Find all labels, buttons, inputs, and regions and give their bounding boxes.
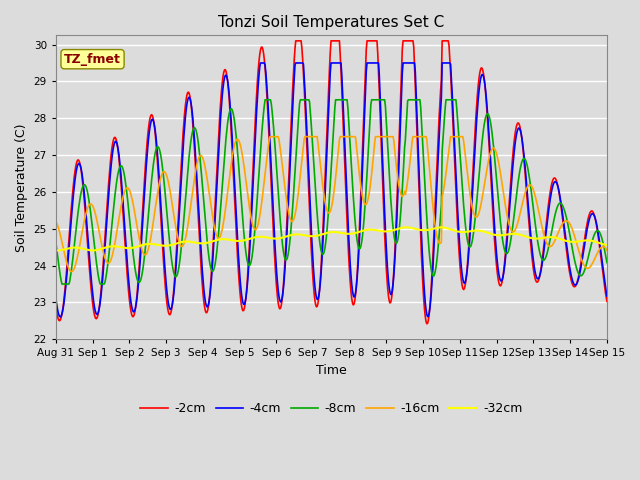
-8cm — [416, 97, 424, 103]
-16cm — [267, 134, 275, 140]
-16cm — [175, 240, 183, 246]
Line: -16cm: -16cm — [56, 137, 607, 272]
-4cm — [400, 60, 408, 66]
Title: Tonzi Soil Temperatures Set C: Tonzi Soil Temperatures Set C — [218, 15, 445, 30]
Line: -32cm: -32cm — [56, 228, 607, 251]
Line: -2cm: -2cm — [56, 41, 607, 324]
-2cm — [204, 308, 211, 313]
Text: TZ_fmet: TZ_fmet — [64, 53, 121, 66]
Legend: -2cm, -4cm, -8cm, -16cm, -32cm: -2cm, -4cm, -8cm, -16cm, -32cm — [135, 397, 527, 420]
-4cm — [205, 302, 212, 308]
-32cm — [603, 242, 611, 248]
-8cm — [175, 262, 183, 268]
-16cm — [400, 191, 408, 197]
-2cm — [603, 299, 611, 304]
-32cm — [63, 246, 70, 252]
-16cm — [67, 269, 75, 275]
-4cm — [52, 295, 60, 301]
-2cm — [52, 304, 60, 310]
-4cm — [416, 193, 424, 199]
-32cm — [120, 245, 127, 251]
-4cm — [120, 203, 127, 208]
-8cm — [52, 240, 60, 245]
-8cm — [120, 167, 127, 173]
-2cm — [62, 277, 70, 283]
-32cm — [416, 227, 424, 233]
-4cm — [175, 211, 183, 216]
-2cm — [399, 38, 407, 44]
-2cm — [292, 38, 300, 44]
-16cm — [62, 256, 70, 262]
-32cm — [205, 240, 212, 245]
-4cm — [63, 276, 70, 281]
-8cm — [603, 260, 611, 265]
-8cm — [400, 159, 408, 165]
-8cm — [261, 97, 269, 103]
-16cm — [603, 247, 611, 253]
-32cm — [52, 248, 60, 253]
-8cm — [63, 281, 70, 287]
-16cm — [205, 185, 212, 191]
-16cm — [52, 219, 60, 225]
X-axis label: Time: Time — [316, 364, 347, 377]
Line: -8cm: -8cm — [56, 100, 607, 284]
-16cm — [416, 134, 424, 140]
-2cm — [423, 321, 431, 326]
-16cm — [120, 193, 127, 199]
-32cm — [401, 225, 409, 230]
-32cm — [399, 225, 407, 230]
-32cm — [175, 240, 183, 246]
-8cm — [58, 281, 66, 287]
-2cm — [415, 194, 423, 200]
-4cm — [56, 314, 64, 320]
-4cm — [603, 293, 611, 299]
-32cm — [52, 248, 60, 253]
-2cm — [118, 202, 126, 208]
Line: -4cm: -4cm — [56, 63, 607, 317]
-2cm — [175, 212, 182, 217]
-8cm — [205, 250, 212, 256]
-4cm — [257, 60, 264, 66]
Y-axis label: Soil Temperature (C): Soil Temperature (C) — [15, 123, 28, 252]
